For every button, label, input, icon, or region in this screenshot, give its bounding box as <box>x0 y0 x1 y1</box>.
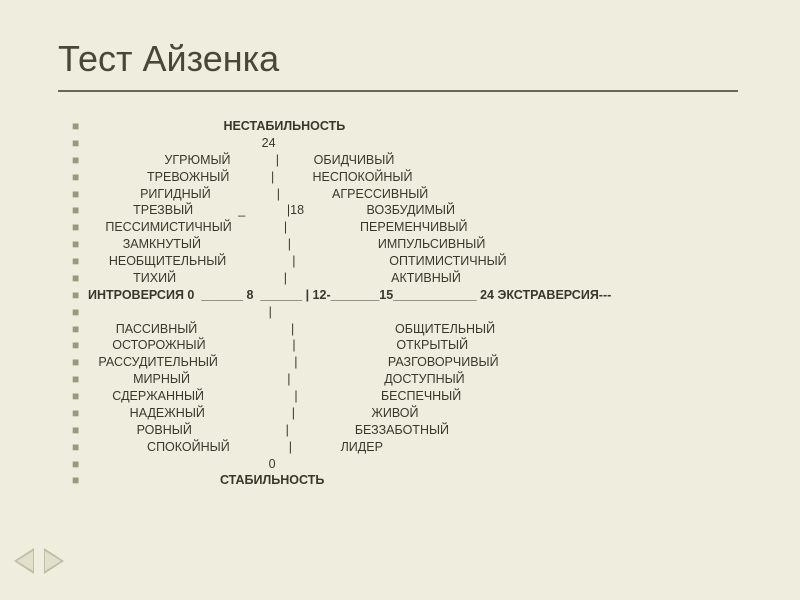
list-item-text: СДЕРЖАННЫЙ | БЕСПЕЧНЫЙ <box>88 388 461 405</box>
square-bullet-icon: ■ <box>72 304 86 314</box>
content-area: ■ НЕСТАБИЛЬНОСТЬ ■ 24■ УГРЮМЫЙ | ОБИДЧИВ… <box>72 118 732 489</box>
square-bullet-icon: ■ <box>72 270 86 280</box>
list-item-text: 24 <box>88 135 276 152</box>
list-item-text: ТРЕВОЖНЫЙ | НЕСПОКОЙНЫЙ <box>88 169 413 186</box>
square-bullet-icon: ■ <box>72 388 86 398</box>
prev-slide-button[interactable] <box>14 548 34 574</box>
list-item-text: | <box>88 304 272 321</box>
list-item: ■ МИРНЫЙ | ДОСТУПНЫЙ <box>72 371 732 388</box>
list-item: ■ | <box>72 304 732 321</box>
list-item-text: СПОКОЙНЫЙ | ЛИДЕР <box>88 439 383 456</box>
list-item: ■ 24 <box>72 135 732 152</box>
square-bullet-icon: ■ <box>72 371 86 381</box>
square-bullet-icon: ■ <box>72 439 86 449</box>
square-bullet-icon: ■ <box>72 405 86 415</box>
list-item-text: УГРЮМЫЙ | ОБИДЧИВЫЙ <box>88 152 394 169</box>
square-bullet-icon: ■ <box>72 118 86 128</box>
list-item: ■ СПОКОЙНЫЙ | ЛИДЕР <box>72 439 732 456</box>
list-item: ■ ОСТОРОЖНЫЙ | ОТКРЫТЫЙ <box>72 337 732 354</box>
square-bullet-icon: ■ <box>72 321 86 331</box>
square-bullet-icon: ■ <box>72 472 86 482</box>
square-bullet-icon: ■ <box>72 186 86 196</box>
list-item: ■ ТРЕЗВЫЙ _ |18 ВОЗБУДИМЫЙ <box>72 202 732 219</box>
list-item-text: ЗАМКНУТЫЙ | ИМПУЛЬСИВНЫЙ <box>88 236 485 253</box>
list-item-text: ПАССИВНЫЙ | ОБЩИТЕЛЬНЫЙ <box>88 321 495 338</box>
list-item-text: НЕСТАБИЛЬНОСТЬ <box>88 118 349 135</box>
list-item: ■ НЕОБЩИТЕЛЬНЫЙ | ОПТИМИСТИЧНЫЙ <box>72 253 732 270</box>
list-item: ■ 0 <box>72 456 732 473</box>
list-item-text: РАССУДИТЕЛЬНЫЙ | РАЗГОВОРЧИВЫЙ <box>88 354 499 371</box>
list-item: ■ ПАССИВНЫЙ | ОБЩИТЕЛЬНЫЙ <box>72 321 732 338</box>
square-bullet-icon: ■ <box>72 219 86 229</box>
list-item: ■ СДЕРЖАННЫЙ | БЕСПЕЧНЫЙ <box>72 388 732 405</box>
list-item-text: ТИХИЙ | АКТИВНЫЙ <box>88 270 461 287</box>
square-bullet-icon: ■ <box>72 422 86 432</box>
title-underline <box>58 90 738 92</box>
list-item: ■ НАДЕЖНЫЙ | ЖИВОЙ <box>72 405 732 422</box>
square-bullet-icon: ■ <box>72 253 86 263</box>
square-bullet-icon: ■ <box>72 152 86 162</box>
list-item-text: ПЕССИМИСТИЧНЫЙ | ПЕРЕМЕНЧИВЫЙ <box>88 219 468 236</box>
list-item: ■ИНТРОВЕРСИЯ 0 ______ 8 ______ | 12-____… <box>72 287 732 304</box>
list-item-text: 0 <box>88 456 276 473</box>
square-bullet-icon: ■ <box>72 456 86 466</box>
list-item-text: РИГИДНЫЙ | АГРЕССИВНЫЙ <box>88 186 428 203</box>
list-item-text: НАДЕЖНЫЙ | ЖИВОЙ <box>88 405 419 422</box>
list-item: ■ УГРЮМЫЙ | ОБИДЧИВЫЙ <box>72 152 732 169</box>
list-item: ■ РИГИДНЫЙ | АГРЕССИВНЫЙ <box>72 186 732 203</box>
list-item: ■ ТРЕВОЖНЫЙ | НЕСПОКОЙНЫЙ <box>72 169 732 186</box>
list-item: ■ ТИХИЙ | АКТИВНЫЙ <box>72 270 732 287</box>
list-item-text: ТРЕЗВЫЙ _ |18 ВОЗБУДИМЫЙ <box>88 202 455 219</box>
list-item: ■ ПЕССИМИСТИЧНЫЙ | ПЕРЕМЕНЧИВЫЙ <box>72 219 732 236</box>
square-bullet-icon: ■ <box>72 287 86 297</box>
list-item: ■ НЕСТАБИЛЬНОСТЬ <box>72 118 732 135</box>
page-title: Тест Айзенка <box>58 38 279 80</box>
square-bullet-icon: ■ <box>72 169 86 179</box>
square-bullet-icon: ■ <box>72 354 86 364</box>
list-item-text: ИНТРОВЕРСИЯ 0 ______ 8 ______ | 12-_____… <box>88 287 611 304</box>
list-item-text: ОСТОРОЖНЫЙ | ОТКРЫТЫЙ <box>88 337 468 354</box>
list-item: ■ ЗАМКНУТЫЙ | ИМПУЛЬСИВНЫЙ <box>72 236 732 253</box>
list-item-text: СТАБИЛЬНОСТЬ <box>88 472 324 489</box>
list-item-text: РОВНЫЙ | БЕЗЗАБОТНЫЙ <box>88 422 449 439</box>
list-item: ■ РОВНЫЙ | БЕЗЗАБОТНЫЙ <box>72 422 732 439</box>
list-item: ■ СТАБИЛЬНОСТЬ <box>72 472 732 489</box>
square-bullet-icon: ■ <box>72 337 86 347</box>
square-bullet-icon: ■ <box>72 202 86 212</box>
square-bullet-icon: ■ <box>72 236 86 246</box>
list-item-text: МИРНЫЙ | ДОСТУПНЫЙ <box>88 371 465 388</box>
square-bullet-icon: ■ <box>72 135 86 145</box>
list-item: ■ РАССУДИТЕЛЬНЫЙ | РАЗГОВОРЧИВЫЙ <box>72 354 732 371</box>
slide: Тест Айзенка ■ НЕСТАБИЛЬНОСТЬ ■ 24■ УГРЮ… <box>0 0 800 600</box>
list-item-text: НЕОБЩИТЕЛЬНЫЙ | ОПТИМИСТИЧНЫЙ <box>88 253 524 270</box>
next-slide-button[interactable] <box>44 548 64 574</box>
